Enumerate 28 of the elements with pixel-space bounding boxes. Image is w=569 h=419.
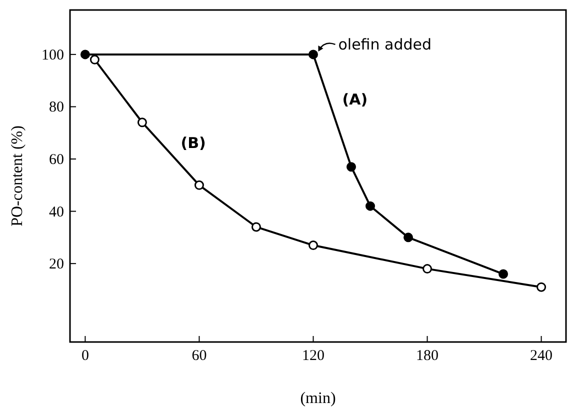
point [404,232,414,242]
x-tick-label: 120 [302,348,324,364]
y-tick-label: 80 [49,100,64,116]
x-tick-label: 60 [192,348,207,364]
point [366,201,376,211]
point [346,162,356,172]
point [498,269,508,279]
y-tick-label: 100 [42,47,64,64]
y-tick-label: 20 [49,256,64,273]
point [308,240,318,250]
point [422,264,432,274]
x-tick-label: 180 [416,348,439,364]
y-tick-label: 40 [49,204,64,220]
x-tick-label: 240 [530,348,553,364]
y-tick-label: 60 [49,152,64,168]
point [251,222,261,232]
y-axis-title: PO-content (%) [9,126,26,226]
point [137,118,147,128]
point [536,282,546,292]
point [308,50,318,60]
series-label: (A) [342,90,368,109]
point [194,180,204,190]
x-tick-label: 0 [81,348,89,364]
annotation: olefin added [338,35,432,54]
point [80,50,90,60]
x-axis-title: (min) [300,390,336,407]
series-label: (B) [180,134,206,152]
point [90,54,100,64]
